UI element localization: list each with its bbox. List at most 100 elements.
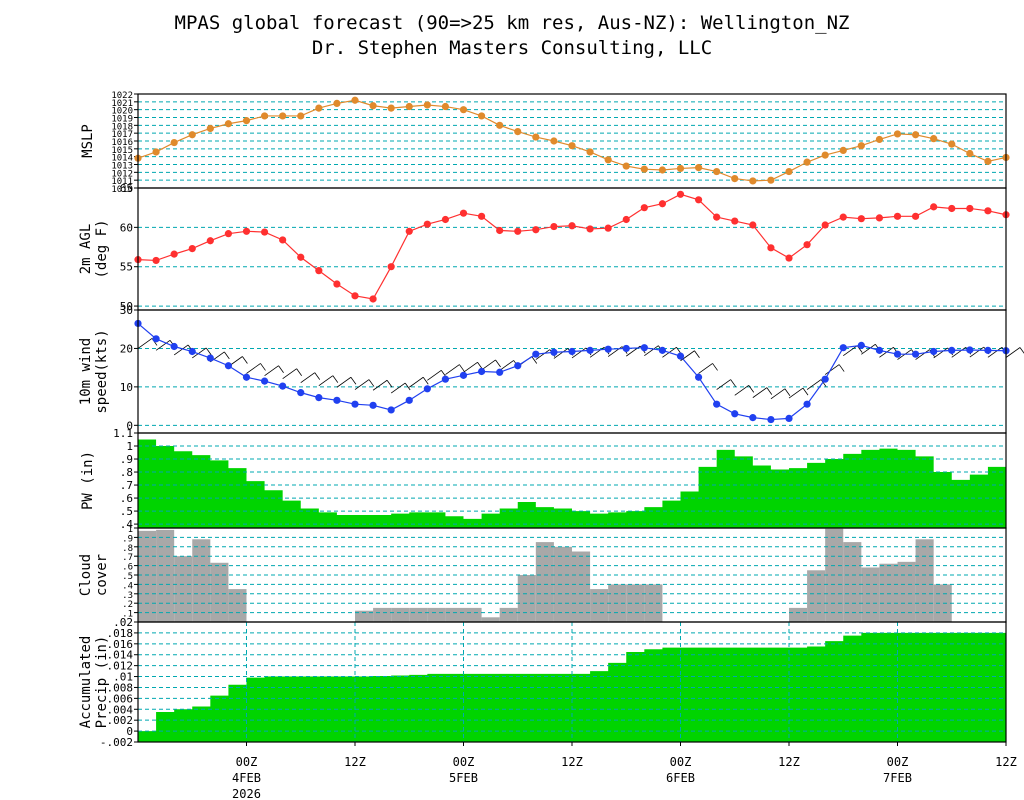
cloud-bar — [517, 575, 536, 622]
data-point — [405, 102, 413, 111]
data-point — [188, 245, 196, 253]
data-point — [984, 207, 992, 215]
data-point — [206, 124, 214, 133]
data-point — [532, 133, 540, 141]
data-point — [694, 164, 703, 172]
y-tick-label: -.002 — [100, 736, 133, 749]
cloud-bar — [572, 551, 591, 622]
data-point — [496, 226, 504, 235]
data-point — [948, 204, 956, 213]
y-tick-label: 65 — [120, 182, 133, 195]
x-date-label: 7FEB — [883, 771, 912, 785]
wind-barb — [571, 347, 587, 359]
x-year-label: 2026 — [232, 787, 261, 800]
chart-title: MPAS global forecast (90=>25 km res, Aus… — [174, 12, 850, 34]
wind-barb — [766, 387, 773, 395]
wind-barb — [409, 376, 424, 388]
y-axis-label: 2m AGL — [78, 224, 94, 275]
data-point — [315, 104, 323, 112]
cloud-bar — [427, 607, 446, 622]
y-tick-label: 0 — [126, 419, 133, 432]
data-point — [242, 117, 251, 125]
data-point — [694, 373, 703, 381]
cloud-bar — [138, 530, 157, 622]
cloud-bar — [409, 607, 428, 622]
wind-barb — [694, 350, 700, 358]
y-tick-label: 1018 — [111, 122, 133, 132]
cloud-bar — [445, 607, 464, 622]
data-point — [387, 406, 395, 414]
data-point — [550, 137, 558, 145]
panel-3: 0 10 20 30 — [120, 304, 1024, 434]
data-point — [333, 280, 341, 288]
y-tick-label: 55 — [120, 261, 133, 274]
data-point — [640, 204, 648, 212]
data-point — [586, 148, 594, 156]
data-point — [640, 165, 648, 173]
y-tick-label: .8 — [120, 466, 133, 479]
y-tick-label: .018 — [107, 627, 134, 640]
cloud-bar — [174, 556, 193, 622]
data-point — [333, 99, 341, 107]
wind-barb — [589, 346, 605, 358]
y-tick-label: .016 — [107, 638, 134, 651]
wind-barb — [404, 382, 411, 391]
y-tick-label: 1022 — [111, 91, 133, 101]
data-point — [821, 221, 829, 229]
y-tick-label: .5 — [120, 505, 133, 518]
cloud-bar — [861, 567, 880, 622]
wind-barb — [784, 388, 791, 397]
data-point — [767, 244, 775, 252]
data-point — [369, 295, 377, 303]
y-tick-label: .7 — [122, 553, 133, 563]
panel-frame — [137, 187, 1007, 311]
data-point — [731, 217, 739, 225]
data-point — [351, 292, 359, 300]
wind-barb — [752, 387, 768, 398]
y-tick-label: .1 — [122, 610, 133, 620]
cloud-bar — [807, 570, 826, 622]
data-point — [640, 344, 648, 352]
wind-barb — [969, 346, 985, 358]
data-point — [839, 146, 847, 154]
y-tick-label: 0 — [126, 725, 133, 738]
cloud-bar — [210, 562, 229, 622]
cloud-bar — [391, 607, 410, 622]
series-line — [137, 322, 1007, 421]
y-tick-label: 1 — [128, 525, 133, 535]
wind-barb — [282, 368, 297, 380]
panel-4: .4.5.6.7.8.911.1 — [113, 427, 1007, 531]
y-tick-label: 1012 — [111, 169, 133, 179]
data-point — [911, 131, 920, 139]
wind-barb — [463, 361, 478, 373]
wind-barb — [260, 363, 266, 371]
wind-barb — [296, 368, 302, 376]
y-axis-label: PW (in) — [80, 451, 96, 510]
data-point — [224, 230, 233, 238]
y-tick-label: .012 — [107, 660, 134, 673]
panel-1: 1010101110121013101410151016101710181019… — [111, 91, 1010, 195]
data-point — [893, 130, 902, 138]
cloud-bar — [355, 610, 374, 622]
data-point — [911, 350, 920, 358]
data-point — [767, 176, 775, 184]
wind-barb — [987, 346, 1003, 358]
wind-barb — [137, 338, 153, 349]
wind-barb — [770, 388, 786, 400]
x-tick-label: 12Z — [344, 755, 366, 769]
data-point — [152, 256, 160, 265]
area-fill — [138, 439, 1006, 528]
y-tick-label: 50 — [120, 300, 133, 313]
cloud-bar — [843, 542, 862, 622]
data-point — [333, 396, 341, 404]
y-tick-label: .014 — [107, 649, 134, 662]
data-point — [731, 175, 739, 183]
data-point — [821, 375, 829, 383]
panel-2: 50 55 60 65 — [120, 182, 1010, 313]
data-point — [441, 375, 450, 383]
y-tick-label: 10 — [120, 381, 133, 394]
wind-barb — [300, 372, 315, 383]
y-tick-label: .4 — [120, 518, 134, 531]
cloud-bar — [463, 607, 482, 622]
y-tick-label: .9 — [120, 453, 133, 466]
